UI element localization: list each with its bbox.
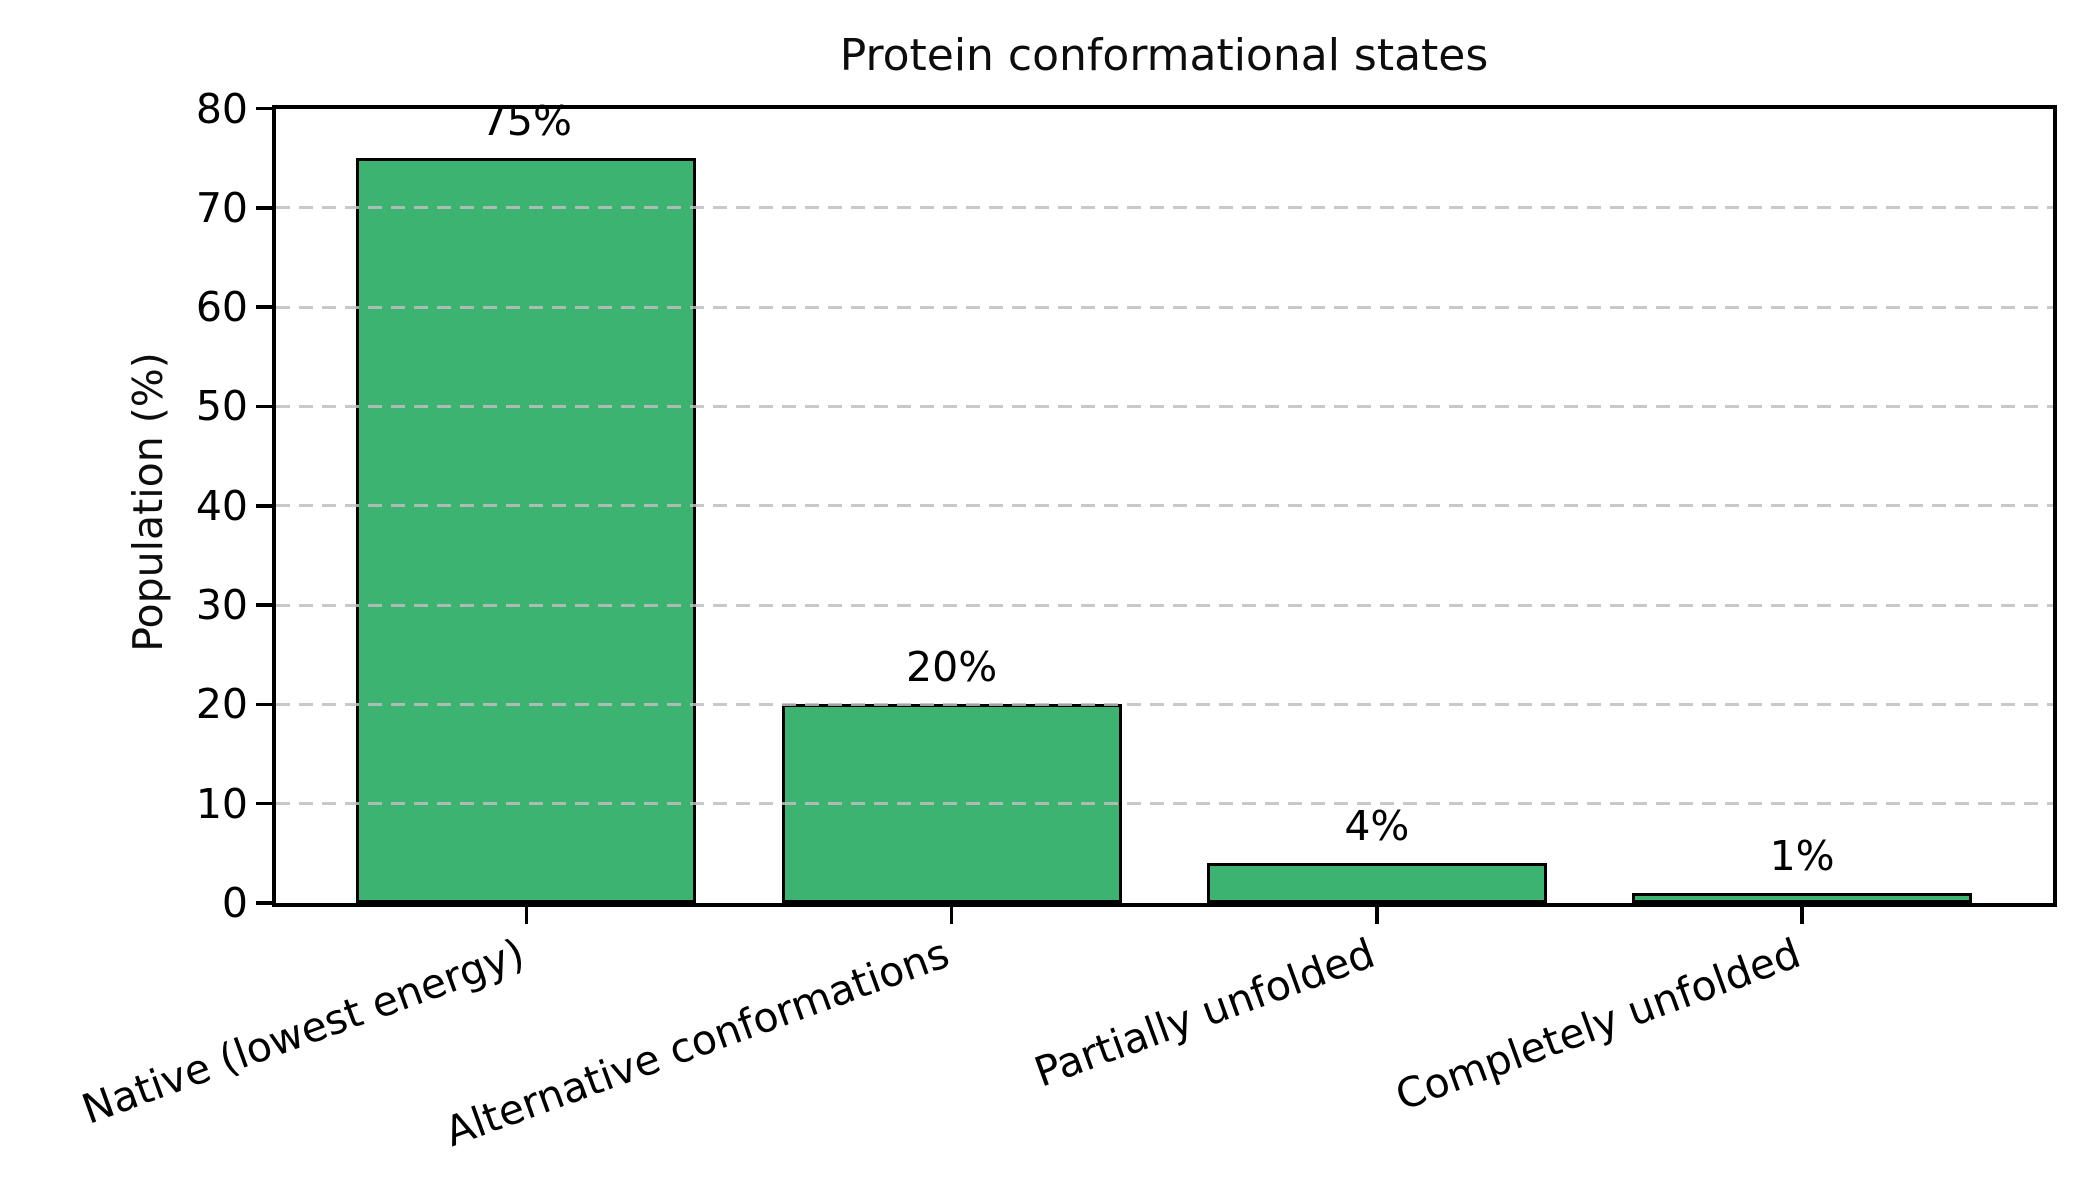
bar-value-label: 75% xyxy=(480,97,572,146)
y-tick xyxy=(256,901,272,905)
gridline xyxy=(275,206,2053,210)
y-tick-label: 70 xyxy=(195,183,248,232)
bottom-spine xyxy=(272,903,2057,907)
gridline xyxy=(275,305,2053,309)
x-tick xyxy=(524,906,529,924)
bar-value-label: 1% xyxy=(1769,832,1835,881)
x-tick xyxy=(949,906,954,924)
bar xyxy=(1206,863,1547,903)
y-tick-label: 20 xyxy=(195,680,248,729)
bar xyxy=(356,158,697,903)
y-tick xyxy=(256,603,272,607)
x-tick xyxy=(1800,906,1804,924)
left-spine xyxy=(272,105,276,907)
y-tick-label: 10 xyxy=(195,779,248,828)
gridline xyxy=(275,802,2053,806)
y-tick-label: 50 xyxy=(195,382,248,431)
gridline xyxy=(275,404,2053,408)
y-tick xyxy=(256,404,272,409)
top-spine xyxy=(272,105,2057,109)
gridline xyxy=(275,702,2053,706)
y-tick xyxy=(256,206,272,210)
bar xyxy=(1632,893,1973,903)
gridline xyxy=(275,603,2053,607)
bar-value-label: 4% xyxy=(1344,802,1410,851)
bar-value-label: 20% xyxy=(906,643,998,692)
x-tick-label: Completely unfolded xyxy=(1389,929,1807,1121)
y-tick-label: 80 xyxy=(195,84,248,133)
y-tick-label: 0 xyxy=(221,879,248,927)
y-tick xyxy=(256,106,272,111)
y-tick-label: 60 xyxy=(195,283,248,332)
y-tick xyxy=(256,504,272,508)
right-spine xyxy=(2053,105,2057,907)
x-tick-label: Partially unfolded xyxy=(1028,929,1381,1097)
chart-title: Protein conformational states xyxy=(839,30,1489,81)
y-tick xyxy=(256,305,272,309)
gridline xyxy=(275,504,2053,508)
x-tick xyxy=(1375,906,1379,924)
y-tick-label: 30 xyxy=(195,581,248,630)
y-tick-label: 40 xyxy=(195,481,248,530)
y-tick xyxy=(256,702,272,707)
y-tick xyxy=(256,801,272,806)
